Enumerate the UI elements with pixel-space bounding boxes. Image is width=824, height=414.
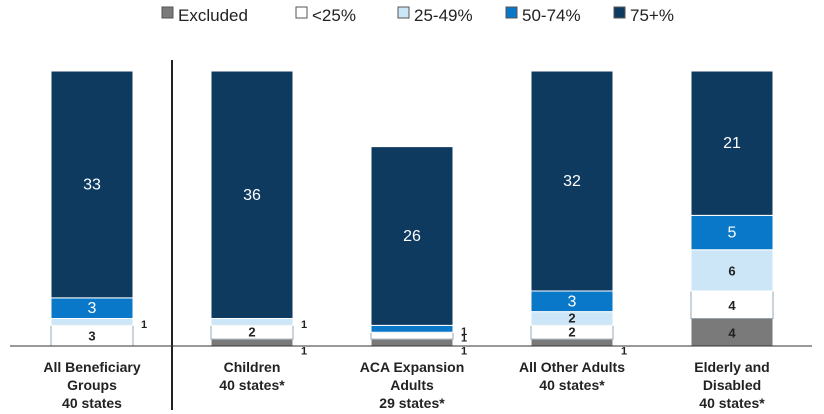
bar-segment-1-2: [210, 318, 294, 326]
data-label-4-1: 4: [728, 298, 736, 313]
bar-segment-2-1: [370, 331, 454, 340]
data-label-3-4: 32: [563, 173, 581, 190]
data-label-0-1: 3: [88, 329, 95, 344]
bar-segment-4-4: [690, 70, 774, 216]
legend-label-2: 25-49%: [414, 6, 473, 25]
category-label-4-1: Disabled: [703, 377, 761, 393]
data-label-2-4: 26: [403, 228, 421, 245]
data-label-2-1: 1: [461, 333, 467, 345]
bar-segment-3-0: [530, 338, 614, 347]
category-label-2-2: 29 states*: [379, 395, 445, 411]
legend-label-4: 75+%: [630, 6, 674, 25]
data-label-0-3: 3: [88, 300, 97, 317]
bar-segment-3-4: [530, 70, 614, 292]
category-label-3-0: All Other Adults: [519, 359, 625, 375]
category-label-4-2: 40 states*: [699, 395, 765, 411]
legend-swatch-2: [397, 6, 410, 19]
data-label-2-0: 1: [461, 346, 467, 358]
data-label-3-2: 2: [568, 311, 575, 326]
category-label-2-0: ACA Expansion: [360, 359, 465, 375]
bar-segment-4-0: [690, 318, 774, 347]
category-label-1-0: Children: [224, 359, 281, 375]
category-label-0-0: All Beneficiary: [43, 359, 140, 375]
bar-segment-1-0: [210, 338, 294, 347]
category-label-0-1: Groups: [67, 377, 117, 393]
data-label-0-2: 1: [141, 319, 147, 331]
data-label-2-3: 1: [461, 326, 467, 338]
data-label-1-2: 1: [301, 319, 307, 331]
category-label-1-1: 40 states*: [219, 377, 285, 393]
legend-swatch-0: [161, 6, 174, 19]
bar-segment-0-4: [50, 70, 134, 299]
data-label-3-3: 3: [568, 293, 577, 310]
data-label-3-0: 1: [621, 346, 627, 358]
data-label-4-3: 5: [728, 225, 737, 242]
bar-segment-4-1: [690, 290, 774, 319]
data-label-4-2: 6: [728, 263, 735, 278]
data-label-1-4: 36: [243, 187, 261, 204]
legend-label-3: 50-74%: [522, 6, 581, 25]
data-label-1-1: 2: [248, 324, 255, 339]
legend-swatch-1: [295, 6, 308, 19]
bar-segment-2-4: [370, 146, 454, 326]
legend: Excluded <25% 25-49% 50-74% 75+%: [161, 6, 674, 25]
bar-segment-4-2: [690, 249, 774, 292]
bar-segment-2-3: [370, 324, 454, 333]
data-label-3-1: 2: [568, 324, 575, 339]
legend-swatch-4: [613, 6, 626, 19]
category-label-0-2: 40 states: [62, 395, 122, 411]
category-label-3-1: 40 states*: [539, 377, 605, 393]
bar-segment-0-2: [50, 318, 134, 326]
category-label-2-1: Adults: [390, 377, 434, 393]
legend-label-0: Excluded: [178, 6, 248, 25]
legend-swatch-3: [505, 6, 518, 19]
category-labels: All Beneficiary Groups 40 states Children 40…: [43, 359, 769, 411]
bar-segment-1-4: [210, 70, 294, 319]
bar-segment-2-0: [370, 338, 454, 347]
data-label-1-0: 1: [301, 346, 307, 358]
data-label-4-0: 4: [728, 325, 736, 340]
data-label-4-4: 21: [723, 135, 741, 152]
bar-segment-4-3: [690, 214, 774, 251]
category-label-4-0: Elderly and: [694, 359, 769, 375]
data-label-0-4: 33: [83, 176, 101, 193]
legend-label-1: <25%: [312, 6, 356, 25]
